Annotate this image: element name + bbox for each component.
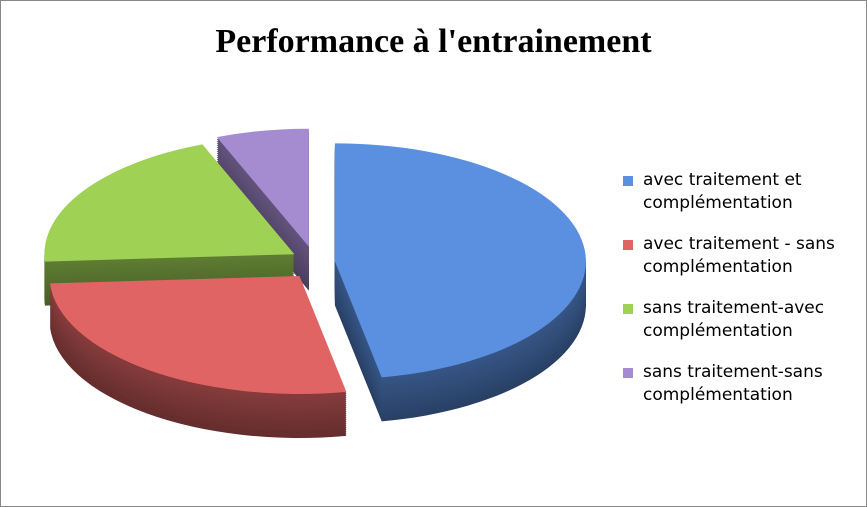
legend: avec traitement et complémentation avec t… (623, 169, 858, 425)
legend-label: avec traitement - sans complémentation (643, 234, 835, 277)
slice (216, 128, 309, 247)
slice (44, 144, 295, 262)
legend-label: sans traitement-avec complémentation (643, 298, 825, 341)
legend-item: sans traitement-sans complémentation (623, 361, 858, 407)
legend-swatch (623, 368, 633, 378)
legend-label: sans traitement-sans complémentation (643, 362, 823, 405)
legend-label: avec traitement et complémentation (643, 170, 802, 213)
legend-item: avec traitement et complémentation (623, 169, 858, 215)
legend-item: avec traitement - sans complémentation (623, 233, 858, 279)
chart-title: Performance à l'entrainement (215, 23, 652, 60)
legend-swatch (623, 304, 633, 314)
legend-swatch (623, 176, 633, 186)
slice (334, 143, 586, 378)
slice (50, 276, 347, 394)
legend-swatch (623, 240, 633, 250)
legend-item: sans traitement-avec complémentation (623, 297, 858, 343)
